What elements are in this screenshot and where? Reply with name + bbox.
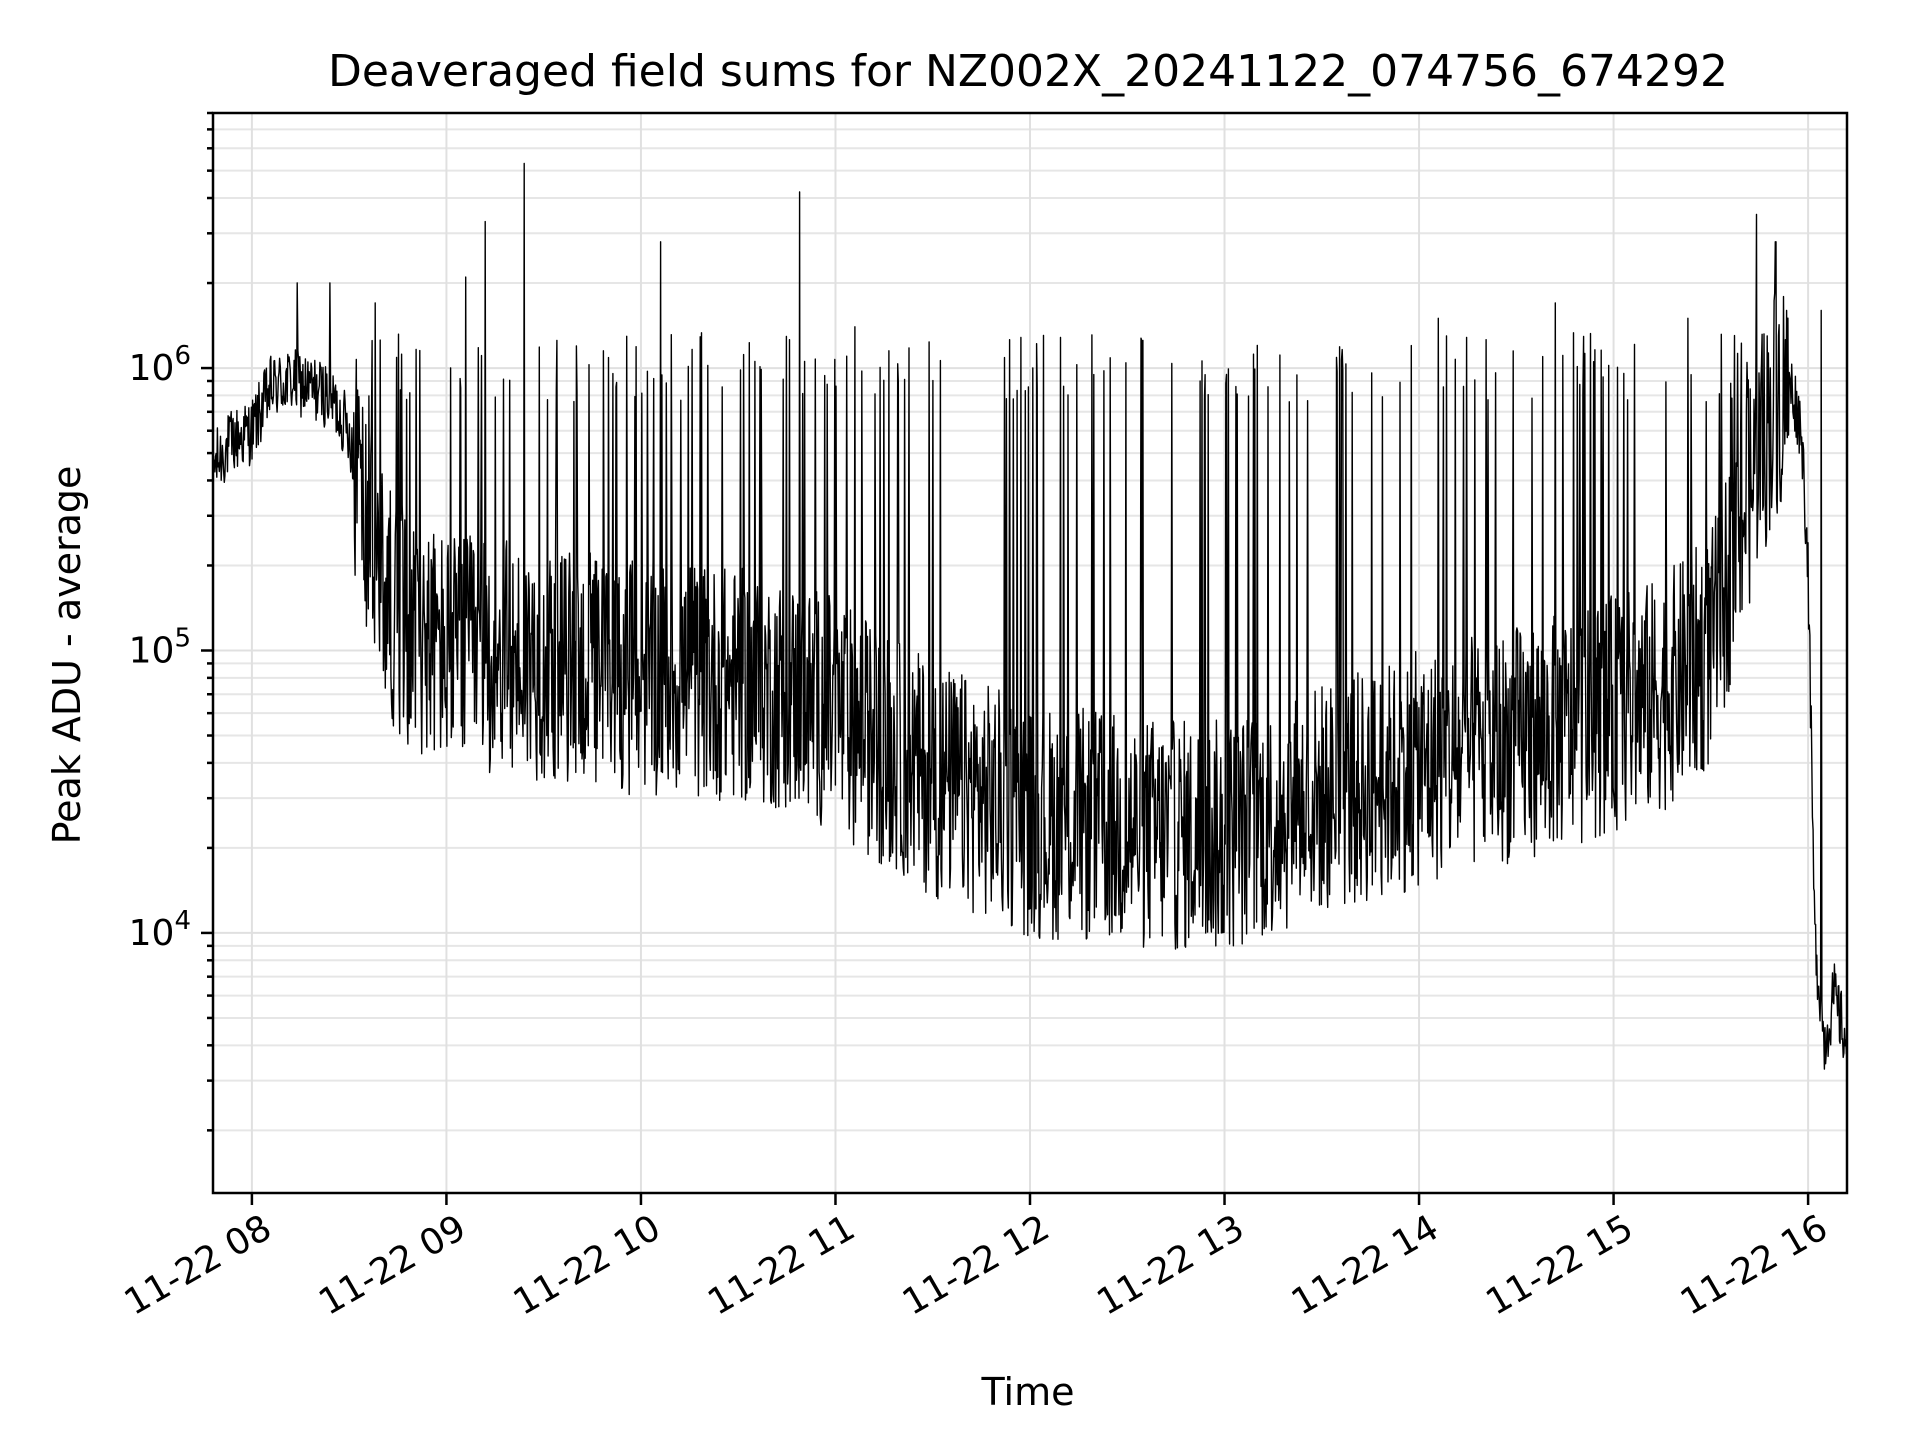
y-tick-label: 105 bbox=[129, 623, 191, 671]
x-tick-label: 11-22 15 bbox=[1479, 1207, 1640, 1323]
x-tick-label: 11-22 10 bbox=[507, 1207, 668, 1323]
x-tick-label: 11-22 08 bbox=[118, 1207, 279, 1323]
plot-frame bbox=[211, 111, 1849, 1195]
x-tick-label: 11-22 14 bbox=[1285, 1207, 1446, 1323]
y-axis-label: Peak ADU - average bbox=[45, 466, 89, 845]
x-tick-label: 11-22 13 bbox=[1090, 1207, 1251, 1323]
x-axis-label: Time bbox=[981, 1370, 1075, 1414]
chart-title: Deaveraged field sums for NZ002X_2024112… bbox=[328, 46, 1728, 97]
x-tick-label: 11-22 16 bbox=[1674, 1207, 1835, 1323]
x-tick-label: 11-22 09 bbox=[312, 1207, 473, 1323]
series-line bbox=[212, 162, 1848, 1070]
x-tick-label: 11-22 11 bbox=[701, 1207, 862, 1323]
y-tick-label: 104 bbox=[129, 906, 191, 954]
y-tick-label: 106 bbox=[129, 341, 191, 389]
x-tick-label: 11-22 12 bbox=[896, 1207, 1057, 1323]
series-layer bbox=[212, 162, 1848, 1070]
